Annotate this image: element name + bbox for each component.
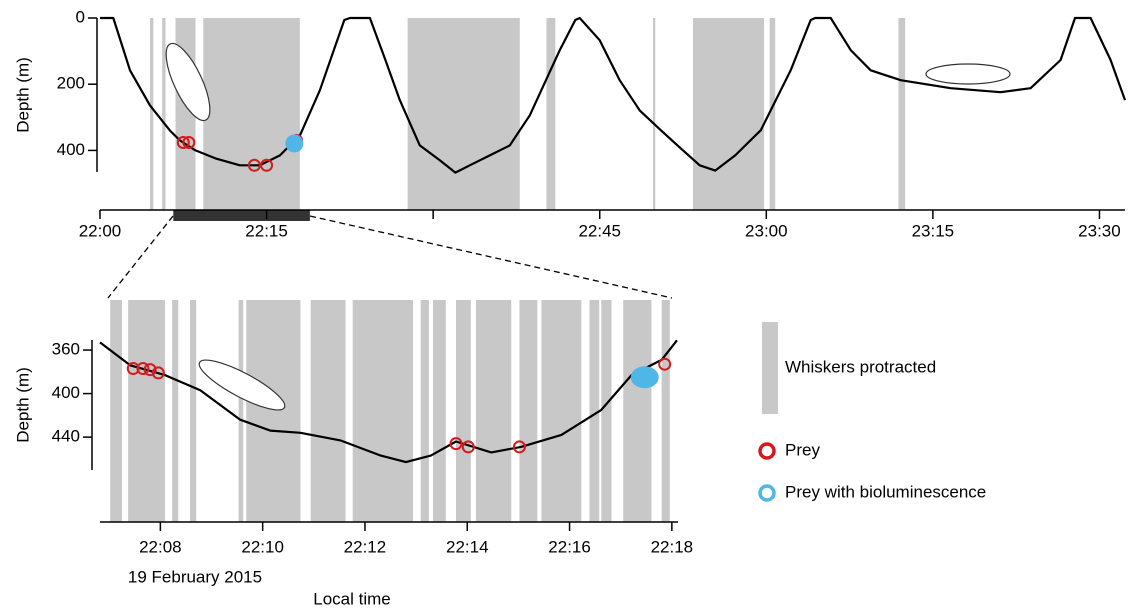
x-tick-label: 22:12 <box>344 537 387 556</box>
whisker-interval <box>456 300 471 522</box>
legend-label: Prey <box>785 440 820 459</box>
whisker-interval <box>239 300 244 522</box>
whisker-interval <box>172 300 178 522</box>
whisker-interval <box>476 300 511 522</box>
whisker-interval <box>519 300 537 522</box>
x-axis-title: Local time <box>313 589 390 608</box>
whisker-interval <box>421 300 429 522</box>
x-tick-label: 22:14 <box>446 537 489 556</box>
whisker-interval <box>110 300 122 522</box>
y-tick-label: 440 <box>52 427 80 446</box>
zoom-bar <box>173 210 310 221</box>
y-tick-label: 0 <box>76 7 85 26</box>
whisker-interval <box>546 18 555 210</box>
legend-label: Whiskers protracted <box>785 357 936 376</box>
x-tick-label: 23:00 <box>745 221 788 240</box>
x-tick-label: 22:08 <box>139 537 182 556</box>
whisker-interval <box>150 18 153 210</box>
y-tick-label: 360 <box>52 340 80 359</box>
legend-label: Prey with bioluminescence <box>785 482 986 501</box>
whisker-interval <box>623 300 651 522</box>
x-tick-label: 22:00 <box>79 221 122 240</box>
legend-swatch <box>762 322 778 414</box>
whisker-interval <box>408 18 520 210</box>
whisker-interval <box>203 18 300 210</box>
y-axis-title: Depth (m) <box>13 57 32 133</box>
whisker-interval <box>190 300 196 522</box>
y-tick-label: 200 <box>57 74 85 93</box>
bioluminescent-prey <box>631 366 659 388</box>
y-tick-label: 400 <box>57 140 85 159</box>
whisker-interval <box>662 300 670 522</box>
whisker-interval <box>311 300 346 522</box>
whisker-interval <box>770 18 776 210</box>
whisker-interval <box>653 18 655 210</box>
legend-marker <box>760 444 774 458</box>
legend-marker <box>760 486 774 500</box>
whisker-interval <box>898 18 905 210</box>
x-tick-label: 22:18 <box>651 537 694 556</box>
y-axis-title: Depth (m) <box>13 367 32 443</box>
whisker-interval <box>128 300 165 522</box>
whisker-interval <box>601 300 611 522</box>
whisker-interval <box>541 300 581 522</box>
bioluminescent-prey <box>285 134 303 152</box>
whisker-interval <box>246 300 300 522</box>
whisker-interval <box>353 300 413 522</box>
x-tick-label: 22:15 <box>245 221 288 240</box>
x-tick-label: 22:45 <box>578 221 621 240</box>
x-tick-label: 23:15 <box>912 221 955 240</box>
y-tick-label: 400 <box>52 383 80 402</box>
whisker-interval <box>693 18 764 210</box>
date-label: 19 February 2015 <box>128 567 262 586</box>
whisker-interval <box>162 18 165 210</box>
x-tick-label: 23:30 <box>1078 221 1121 240</box>
x-tick-label: 22:16 <box>548 537 591 556</box>
x-tick-label: 22:10 <box>241 537 284 556</box>
figure: 22:00 22:15 22:45 23:00 23:15 23:30 0 200 400 Dep… <box>0 0 1130 610</box>
whisker-interval <box>433 300 446 522</box>
